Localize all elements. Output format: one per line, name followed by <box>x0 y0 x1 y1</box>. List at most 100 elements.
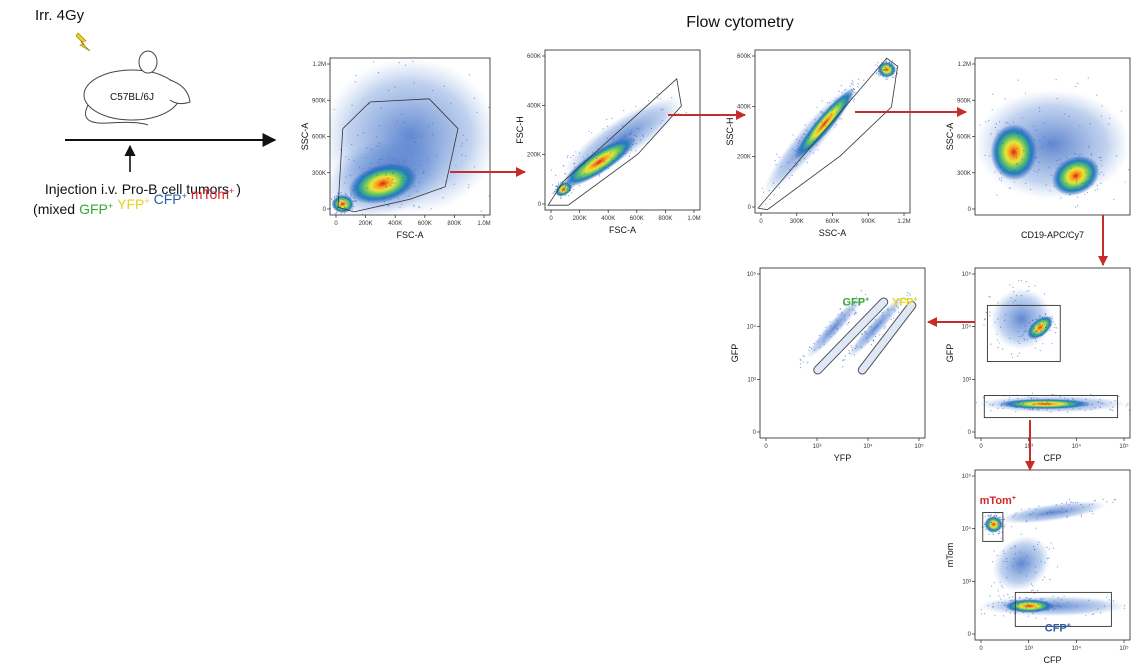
event-dot <box>822 111 824 113</box>
event-dot <box>660 109 662 111</box>
event-dot <box>1043 122 1045 124</box>
event-dot <box>1025 605 1027 608</box>
event-dot <box>996 339 999 341</box>
event-dot <box>1026 597 1028 599</box>
event-dot <box>1017 603 1019 606</box>
event-dot <box>990 527 992 529</box>
y-tick-label: 0 <box>968 632 972 638</box>
event-dot <box>1033 332 1036 334</box>
event-dot <box>343 199 345 201</box>
event-dot <box>1092 512 1094 515</box>
event-dot <box>1066 515 1068 517</box>
event-dot <box>345 156 347 158</box>
event-dot <box>1009 612 1011 614</box>
event-dot <box>1035 607 1037 609</box>
event-dot <box>493 97 494 98</box>
event-dot <box>1106 596 1108 598</box>
event-dot <box>601 157 603 159</box>
event-dot <box>1038 402 1040 404</box>
event-dot <box>403 173 405 175</box>
event-dot <box>583 166 585 168</box>
event-dot <box>1048 167 1050 169</box>
event-dot <box>563 165 565 167</box>
event-dot <box>1091 613 1093 616</box>
event-dot <box>841 118 843 120</box>
event-dot <box>841 106 843 108</box>
event-dot <box>1051 315 1053 317</box>
y-tick-label: 600K <box>312 135 326 141</box>
event-dot <box>391 178 394 180</box>
event-dot <box>1032 327 1034 329</box>
event-dot <box>894 310 896 312</box>
event-dot <box>1011 599 1013 601</box>
event-dot <box>1008 596 1010 599</box>
event-dot <box>848 309 851 311</box>
event-dot <box>992 602 994 605</box>
event-dot <box>1024 330 1027 333</box>
event-dot <box>624 135 626 137</box>
event-dot <box>1115 155 1118 157</box>
event-dot <box>1031 320 1034 322</box>
event-dot <box>795 149 797 152</box>
event-dot <box>401 216 402 217</box>
event-dot <box>908 293 910 295</box>
event-dot <box>1005 609 1008 612</box>
event-dot <box>1050 511 1052 513</box>
event-dot <box>1014 553 1016 555</box>
event-dot <box>851 349 854 351</box>
event-dot <box>1028 289 1030 292</box>
event-dot <box>1000 522 1002 524</box>
gate-sup: + <box>1067 623 1071 630</box>
event-dot <box>1091 503 1094 505</box>
event-dot <box>864 293 866 296</box>
event-dot <box>1079 408 1081 410</box>
event-dot <box>996 194 998 196</box>
event-dot <box>1075 605 1078 607</box>
event-dot <box>1033 592 1036 594</box>
event-dot <box>1091 510 1093 512</box>
density <box>1027 315 1054 340</box>
mix-open: (mixed <box>33 201 75 217</box>
event-dot <box>1106 501 1108 503</box>
event-dot <box>1085 180 1088 183</box>
event-dot <box>853 98 856 100</box>
event-dot <box>1063 595 1065 597</box>
event-dot <box>1004 602 1006 604</box>
event-dot <box>902 297 904 300</box>
event-dot <box>376 174 378 176</box>
event-dot <box>1081 153 1083 155</box>
event-dot <box>887 308 889 310</box>
event-dot <box>1078 154 1081 156</box>
event-dot <box>660 98 662 100</box>
event-dot <box>1036 611 1038 613</box>
event-dot <box>550 169 552 171</box>
event-dot <box>1047 605 1049 607</box>
event-dot <box>1033 601 1035 604</box>
event-dot <box>571 184 573 187</box>
event-dot <box>888 61 891 63</box>
gate-inner <box>858 301 916 374</box>
event-dot <box>443 85 445 87</box>
event-dot <box>837 314 839 316</box>
event-dot <box>1044 313 1047 315</box>
event-dot <box>369 167 371 169</box>
event-dot <box>1052 595 1054 597</box>
event-dot <box>362 167 364 169</box>
event-dot <box>982 396 984 398</box>
y-tick-label: 1.2M <box>958 62 971 68</box>
event-dot <box>1016 147 1019 149</box>
x-tick-label: 600K <box>630 216 644 222</box>
event-dot <box>853 313 856 315</box>
gate-inner <box>814 298 888 374</box>
marker-sup: + <box>144 196 149 206</box>
event-dot <box>1029 408 1031 410</box>
event-dot <box>796 164 798 166</box>
event-dot <box>993 403 995 405</box>
event-dot <box>1101 165 1103 167</box>
event-dot <box>791 148 793 150</box>
event-dot <box>1075 153 1078 155</box>
event-dot <box>642 135 644 137</box>
y-tick-label: 600K <box>957 135 971 141</box>
event-dot <box>898 299 900 301</box>
event-dot <box>836 319 838 321</box>
